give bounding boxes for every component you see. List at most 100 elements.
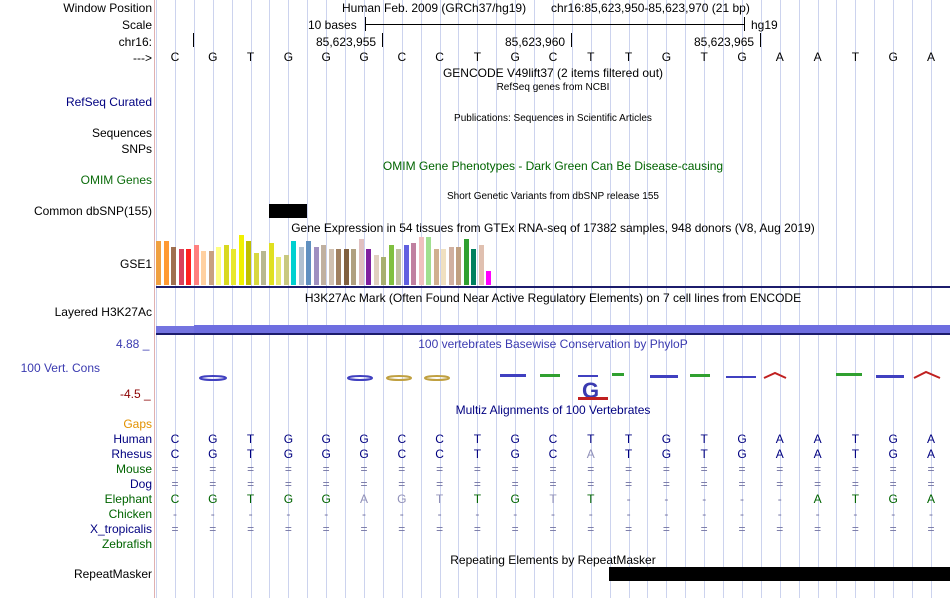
label-vert-cons[interactable]: 100 Vert. Cons xyxy=(20,361,100,375)
label-snps[interactable]: SNPs xyxy=(121,142,152,156)
gtex-tissue-bar[interactable] xyxy=(471,249,477,285)
species-label[interactable]: Human xyxy=(113,432,152,446)
alignment-base: T xyxy=(851,432,860,446)
gtex-tissue-bar[interactable] xyxy=(283,255,289,285)
label-refseq[interactable]: RefSeq Curated xyxy=(65,95,152,109)
gtex-tissue-bar[interactable] xyxy=(306,241,312,285)
gtex-tissue-bar[interactable] xyxy=(193,245,199,285)
publications-track-title[interactable]: Publications: Sequences in Scientific Ar… xyxy=(454,113,652,124)
refseq-track-title[interactable]: RefSeq genes from NCBI xyxy=(496,82,610,93)
phylop-glyph xyxy=(690,374,710,377)
label-chrom: chr16: xyxy=(118,35,152,49)
gtex-tissue-bar[interactable] xyxy=(486,271,492,285)
gtex-tissue-bar[interactable] xyxy=(238,235,244,285)
gtex-tissue-bar[interactable] xyxy=(448,247,454,285)
label-gse1[interactable]: GSE1 xyxy=(119,257,152,271)
gtex-tissue-bar[interactable] xyxy=(336,249,342,285)
gtex-tissue-bar[interactable] xyxy=(178,249,184,285)
species-label[interactable]: Dog xyxy=(129,477,152,491)
gtex-tissue-bar[interactable] xyxy=(388,245,394,285)
species-label[interactable]: Elephant xyxy=(104,492,152,506)
alignment-base: = xyxy=(587,522,595,536)
alignment-base: - xyxy=(626,492,631,506)
species-label[interactable]: Rhesus xyxy=(111,447,152,461)
gtex-tissue-bar[interactable] xyxy=(321,245,327,285)
gtex-tissue-bar[interactable] xyxy=(268,243,274,285)
gtex-tissue-bar[interactable] xyxy=(231,249,237,285)
alignment-base: - xyxy=(815,507,820,521)
sequence-base: C xyxy=(548,50,558,64)
alignment-base: - xyxy=(248,507,253,521)
sequence-base: G xyxy=(737,50,747,64)
species-label[interactable]: X_tropicalis xyxy=(89,522,152,536)
alignment-base: - xyxy=(362,507,366,521)
gtex-tissue-bar[interactable] xyxy=(253,253,259,285)
gtex-tissue-bar[interactable] xyxy=(396,249,402,285)
phylop-track-title[interactable]: 100 vertebrates Basewise Conservation by… xyxy=(418,337,688,351)
gtex-tissue-bar[interactable] xyxy=(276,257,282,285)
gtex-tissue-bar[interactable] xyxy=(381,257,387,285)
gtex-tissue-bar[interactable] xyxy=(373,255,379,285)
alignment-base: T xyxy=(587,432,595,446)
alignment-base: A xyxy=(926,447,935,461)
gtex-tissue-bar[interactable] xyxy=(478,245,484,285)
gtex-tissue-bar[interactable] xyxy=(201,251,207,285)
alignment-base: = xyxy=(738,477,746,491)
alignment-base: = xyxy=(814,477,822,491)
gtex-tissue-bar[interactable] xyxy=(411,243,417,285)
gencode-track-title[interactable]: GENCODE V49lift37 (2 items filtered out) xyxy=(442,66,664,80)
alignment-base: T xyxy=(700,432,708,446)
gtex-bar-chart[interactable] xyxy=(156,235,536,285)
alignment-base: = xyxy=(436,462,444,476)
dbsnp-track-title[interactable]: Short Genetic Variants from dbSNP releas… xyxy=(447,191,659,202)
gtex-tissue-bar[interactable] xyxy=(418,237,424,285)
gtex-tissue-bar[interactable] xyxy=(291,241,297,285)
gtex-tissue-bar[interactable] xyxy=(403,245,409,285)
repeatmasker-track-title[interactable]: Repeating Elements by RepeatMasker xyxy=(450,553,656,567)
gtex-tissue-bar[interactable] xyxy=(463,239,469,285)
alignment-base: - xyxy=(702,492,707,506)
species-label[interactable]: Mouse xyxy=(115,462,152,476)
alignment-base: - xyxy=(173,507,177,521)
gtex-track-title[interactable]: Gene Expression in 54 tissues from GTEx … xyxy=(291,221,815,235)
h3k27ac-track-title[interactable]: H3K27Ac Mark (Often Found Near Active Re… xyxy=(304,291,802,305)
gtex-tissue-bar[interactable] xyxy=(186,249,192,285)
gtex-tissue-bar[interactable] xyxy=(426,237,432,285)
gtex-tissue-bar[interactable] xyxy=(313,247,319,285)
alignment-base: = xyxy=(284,462,292,476)
dbsnp-variant-block[interactable] xyxy=(269,204,307,218)
gtex-tissue-bar[interactable] xyxy=(156,241,162,285)
label-gaps[interactable]: Gaps xyxy=(123,417,152,431)
gtex-tissue-bar[interactable] xyxy=(358,239,364,285)
species-label[interactable]: Chicken xyxy=(108,507,152,521)
species-label[interactable]: Zebrafish xyxy=(101,537,152,551)
gtex-tissue-bar[interactable] xyxy=(208,251,214,285)
gtex-tissue-bar[interactable] xyxy=(366,249,372,285)
label-h3k27ac[interactable]: Layered H3K27Ac xyxy=(54,305,152,319)
label-omim[interactable]: OMIM Genes xyxy=(80,173,152,187)
gtex-tissue-bar[interactable] xyxy=(246,241,252,285)
omim-track-title[interactable]: OMIM Gene Phenotypes - Dark Green Can Be… xyxy=(382,159,724,173)
label-dbsnp[interactable]: Common dbSNP(155) xyxy=(33,204,152,218)
label-repeatmasker[interactable]: RepeatMasker xyxy=(73,567,152,581)
gtex-tissue-bar[interactable] xyxy=(216,247,222,285)
gtex-tissue-bar[interactable] xyxy=(441,249,447,285)
label-sequences[interactable]: Sequences xyxy=(91,126,152,140)
alignment-base: = xyxy=(927,522,935,536)
gtex-tissue-bar[interactable] xyxy=(298,247,304,285)
gtex-tissue-bar[interactable] xyxy=(163,241,169,285)
gtex-tissue-bar[interactable] xyxy=(328,249,334,285)
alignment-base: = xyxy=(776,522,784,536)
sequence-base: C xyxy=(435,50,444,64)
alignment-base: = xyxy=(473,477,481,491)
gtex-tissue-bar[interactable] xyxy=(351,249,357,285)
gtex-tissue-bar[interactable] xyxy=(171,247,177,285)
phylop-glyph xyxy=(913,370,941,379)
gtex-tissue-bar[interactable] xyxy=(433,249,439,285)
multiz-track-title[interactable]: Multiz Alignments of 100 Vertebrates xyxy=(455,403,651,417)
gtex-tissue-bar[interactable] xyxy=(261,251,267,285)
repeat-element-block[interactable] xyxy=(609,567,950,581)
gtex-tissue-bar[interactable] xyxy=(343,249,349,285)
gtex-tissue-bar[interactable] xyxy=(456,247,462,285)
gtex-tissue-bar[interactable] xyxy=(223,245,229,285)
